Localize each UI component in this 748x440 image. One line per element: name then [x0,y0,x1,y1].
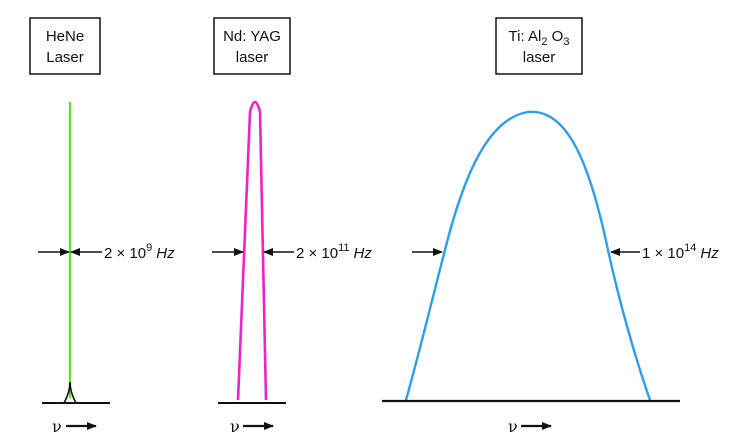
hene-label-line1: HeNe [46,28,84,45]
hene-panel: HeNe Laser 2 × 109 Hz ν [29,17,175,436]
ndyag-label-line2: laser [236,49,269,66]
ndyag-axis-label: ν [230,417,240,436]
tisapphire-axis-label: ν [508,417,518,436]
tisapphire-bandwidth-label: 1 × 1014 Hz [642,242,719,262]
ndyag-label-line1: Nd: YAG [223,28,281,45]
ndyag-panel: Nd: YAG laser 2 × 1011 Hz ν [212,17,372,436]
hene-label-box [29,17,101,75]
hene-bandwidth-label: 2 × 109 Hz [104,242,175,262]
tisapphire-label-box [495,17,583,75]
tisapphire-gain-curve [404,110,652,402]
ndyag-bandwidth-label: 2 × 1011 Hz [296,242,372,262]
hene-axis-label: ν [52,417,62,436]
tisapphire-label-line2: laser [523,49,556,66]
tisapphire-panel: Ti: Al2 O3 laser 1 × 1014 Hz ν [382,17,719,436]
hene-line-foot [63,381,77,404]
ndyag-label-box [213,17,291,75]
hene-label-line2: Laser [46,49,84,66]
tisapphire-label-line1: Ti: Al2 O3 [509,28,570,48]
ndyag-spectral-peak [236,100,268,401]
